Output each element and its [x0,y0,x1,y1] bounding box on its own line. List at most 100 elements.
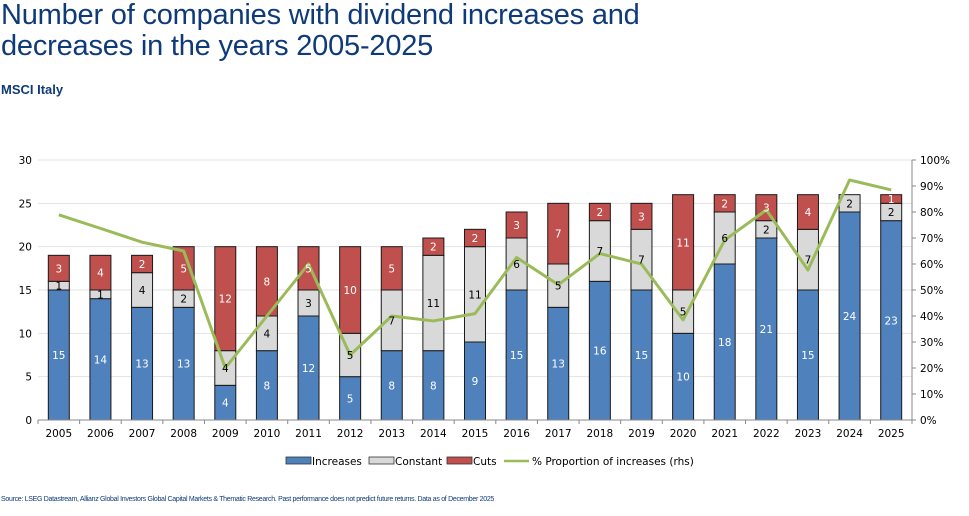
data-labels: 1513141413421325441284812355510875811291… [52,194,898,410]
proportion-line-layer [58,178,892,370]
x-tick-label: 2022 [753,428,780,440]
bar-constant-label: 4 [139,285,146,297]
bar-increases-label: 15 [52,350,65,362]
bar-increases-label: 10 [676,372,689,384]
x-tick-label: 2020 [670,428,697,440]
bar-increases-label: 8 [264,380,271,392]
y-left-tick-label: 25 [19,198,32,210]
bar-increases-label: 8 [430,380,437,392]
bar-cuts-label: 3 [513,220,520,232]
bar-increases-label: 23 [885,315,898,327]
legend-swatch-2 [446,456,473,465]
x-tick-label: 2007 [129,428,156,440]
bar-increases-label: 13 [552,359,565,371]
bar-constant-label: 11 [427,298,440,310]
bar-cuts-label: 10 [343,285,356,297]
bar-constant-label: 11 [468,289,481,301]
bar-constant-label: 4 [222,363,229,375]
x-tick-label: 2019 [628,428,655,440]
x-tick-label: 2025 [878,428,905,440]
bar-increases-label: 8 [388,380,395,392]
bar-increases-label: 4 [222,398,229,410]
x-tick-label: 2024 [836,428,863,440]
bar-cuts [339,246,362,334]
bar-cuts [422,237,445,256]
bar-cuts-label: 1 [888,194,895,206]
bar-cuts [131,254,154,274]
y-right-tick-label: 70% [920,233,943,245]
bar-cuts [672,194,695,291]
chart-title-line-2: decreases in the years 2005-2025 [1,30,434,62]
bar-cuts [89,254,112,291]
y-right-tick-label: 50% [920,285,943,297]
bar-cuts [630,202,653,230]
y-right-tick-label: 90% [920,181,943,193]
x-tick-label: 2005 [45,428,72,440]
bar-constant-label: 6 [721,233,728,245]
x-tick-label: 2008 [170,428,197,440]
bar-increases-label: 15 [801,350,814,362]
chart-title-line-1: Number of companies with dividend increa… [1,0,640,31]
y-right-tick-label: 0% [920,415,937,427]
legend-swatch-0 [285,456,312,465]
y-right-tick-label: 60% [920,259,943,271]
bar-increases-label: 16 [593,346,607,358]
x-tick-label: 2015 [462,428,489,440]
legend-label-2: Cuts [473,456,497,468]
bar-cuts [547,202,570,265]
bar-cuts-label: 2 [472,233,479,245]
bar-constant-label: 4 [264,328,271,340]
bar-constant-label: 7 [805,255,812,267]
bar-cuts [47,254,70,282]
axes: 0510152025300%10%20%30%40%50%60%70%80%90… [19,155,950,440]
source-note: Source: LSEG Datastream, Allianz Global … [1,496,495,503]
bar-cuts-label: 2 [139,259,146,271]
bar-cuts [505,211,528,239]
bar-increases-label: 15 [635,350,648,362]
y-right-tick-label: 20% [920,363,943,375]
bar-constant-label: 2 [763,224,770,236]
bar-cuts [464,228,486,248]
x-tick-label: 2014 [420,428,447,440]
bar-constant-label: 5 [555,281,562,293]
bar-cuts-label: 11 [676,237,689,249]
bar-increases-label: 14 [94,354,108,366]
bar-cuts [588,202,611,222]
bar-cuts-label: 3 [638,211,645,223]
x-tick-label: 2018 [586,428,613,440]
x-tick-label: 2011 [295,428,322,440]
bar-constant-label: 5 [347,350,354,362]
bar-increases-label: 24 [843,311,857,323]
x-tick-label: 2006 [87,428,114,440]
bar-increases-label: 13 [177,359,190,371]
x-tick-label: 2009 [212,428,239,440]
bar-cuts-label: 3 [55,263,62,275]
bar-constant-label: 1 [55,281,62,293]
bar-cuts [380,246,403,291]
bar-cuts-label: 8 [264,276,271,288]
x-tick-label: 2021 [711,428,738,440]
legend: Increases Constant Cuts % Proportion of inc… [285,456,694,468]
x-tick-label: 2012 [337,428,364,440]
bar-increases-label: 5 [347,393,354,405]
bar-cuts-label: 4 [805,207,812,219]
bar-constant-label: 7 [638,255,645,267]
x-tick-label: 2013 [378,428,405,440]
legend-label-line: % Proportion of increases (rhs) [532,456,694,468]
bar-cuts-label: 2 [430,242,437,254]
bar-constant-label: 7 [388,315,395,327]
bar-constant-label: 1 [97,289,104,301]
bar-cuts-label: 2 [597,207,604,219]
y-left-tick-label: 10 [19,328,32,340]
bar-cuts-label: 5 [305,263,312,275]
bar-cuts [214,246,237,352]
bar-increases-label: 9 [472,376,479,388]
y-right-tick-label: 80% [920,207,943,219]
x-tick-label: 2016 [503,428,530,440]
chart-subtitle: MSCI Italy [1,82,64,97]
legend-swatch-1 [368,456,395,465]
y-left-tick-label: 0 [25,415,32,427]
chart-title: Number of companies with dividend increa… [1,0,640,62]
x-tick-label: 2017 [545,428,572,440]
